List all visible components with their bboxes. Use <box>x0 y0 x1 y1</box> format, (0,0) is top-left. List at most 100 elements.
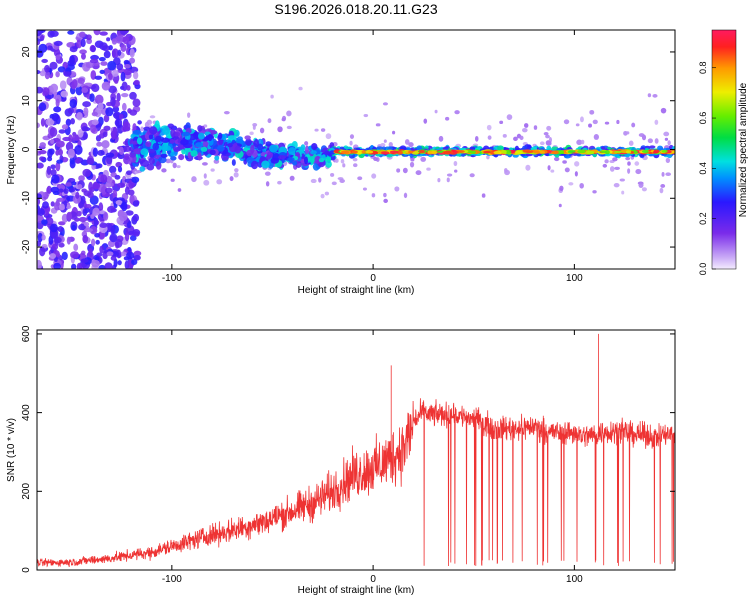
spectrogram-cell <box>638 133 645 137</box>
spectrogram-cell <box>48 148 55 155</box>
spectrogram-cell <box>499 120 504 125</box>
spectrogram-cell <box>68 187 76 193</box>
x-tick-label: 100 <box>566 574 583 585</box>
spectrogram-cell <box>265 181 270 187</box>
spectrogram-cell <box>203 179 210 186</box>
spectrogram-cell <box>667 140 671 146</box>
spectrogram-cell <box>166 150 172 155</box>
spectrogram-cell <box>46 185 52 194</box>
spectrogram-cell <box>125 210 134 216</box>
spectrogram-cell <box>487 135 492 140</box>
y-tick-label: 0 <box>21 567 32 573</box>
spectrogram-cell <box>525 164 531 171</box>
spectrogram-cell <box>37 122 40 129</box>
spectrogram-cell <box>264 171 271 176</box>
spectrogram-cell <box>114 174 121 180</box>
snr-axes: -100 0 100 0 200 400 600 <box>21 325 675 585</box>
spectrogram-cell <box>111 38 118 45</box>
spectrogram-cell <box>37 198 41 206</box>
spectrogram-cell <box>121 81 128 91</box>
spectrogram-cell <box>80 38 86 48</box>
spectrogram-cell <box>454 110 460 115</box>
spectrogram-cell <box>89 93 95 102</box>
spectrogram-cell <box>69 55 75 66</box>
spectrogram-cell <box>547 165 551 171</box>
spectrogram-cell <box>73 243 79 252</box>
spectrogram-cell <box>89 186 95 193</box>
spectrogram-cell <box>58 242 65 248</box>
spectrogram-cell <box>75 191 80 199</box>
spectrogram-cell <box>49 253 56 259</box>
spectrogram-cell <box>84 228 94 233</box>
spectrogram-cell <box>411 151 419 155</box>
spectrogram-cell <box>320 193 325 199</box>
spectrogram-cell <box>281 115 287 122</box>
spectrogram-cell <box>665 172 671 177</box>
spectrogram-cell <box>129 91 137 100</box>
spectrogram-cell <box>146 163 155 171</box>
spectrogram-cell <box>77 77 85 84</box>
spectrogram-cell <box>362 187 367 191</box>
spectrogram-cell <box>47 45 53 50</box>
spectrogram-cell <box>126 170 133 176</box>
spectrogram-cell <box>234 145 242 154</box>
spectrogram-cell <box>92 181 101 190</box>
colorbar-tick-label: 0.8 <box>698 61 708 74</box>
spectrogram-cell <box>76 210 82 217</box>
spectrogram-cell <box>69 157 75 165</box>
spectrogram-cell <box>324 156 332 162</box>
spectrogram-cell <box>100 174 108 183</box>
spectrogram-cell <box>62 136 71 142</box>
spectrogram-cell <box>207 133 213 142</box>
spectrogram-cell <box>59 203 65 211</box>
spectrogram-cell <box>50 83 59 93</box>
spectrogram-cell <box>431 150 438 155</box>
spectrogram-cell <box>42 201 49 209</box>
y-tick-label: 20 <box>21 46 32 58</box>
spectrogram-cell <box>118 113 124 120</box>
spectrogram-cell <box>154 120 160 130</box>
spectrogram-cell <box>66 236 71 245</box>
spectrogram-cell <box>49 127 58 137</box>
spectrogram-cell <box>50 139 55 144</box>
spectrogram-cell <box>233 172 239 178</box>
spectrogram-cell <box>551 150 560 155</box>
spectrogram-cell <box>304 141 309 146</box>
y-tick-label: 10 <box>21 95 32 107</box>
spectrogram-cell <box>277 126 283 133</box>
spectrogram-cell <box>110 96 116 107</box>
spectrogram-cell <box>49 223 58 233</box>
spectrogram-cell <box>676 148 681 151</box>
spectrogram-cell <box>371 173 377 179</box>
spectrogram-cell <box>92 207 100 216</box>
spectrogram-cell <box>647 93 652 98</box>
spectrogram-cell <box>71 181 77 186</box>
spectrogram-cell <box>100 61 108 66</box>
spectrogram-cell <box>404 139 410 145</box>
spectrogram-cell <box>553 156 560 162</box>
spectrogram-cell <box>202 140 209 148</box>
spectrogram-cell <box>129 152 137 158</box>
spectrogram-cell <box>123 153 130 160</box>
spectrogram-cell <box>78 223 86 231</box>
spectrogram-cell <box>558 203 562 208</box>
spectrogram-cell <box>116 92 121 102</box>
colorbar-tick-label: 0.0 <box>698 263 708 276</box>
spectrogram-cell <box>65 204 72 210</box>
spectrogram-cell <box>76 39 83 49</box>
spectrogram-cell <box>647 138 653 144</box>
spectrogram-cell <box>99 42 108 51</box>
spectrogram-cell <box>120 71 126 82</box>
spectrogram-cell <box>574 161 580 167</box>
spectrogram-cell <box>81 126 89 132</box>
spectrogram-cell <box>568 182 574 186</box>
spectrogram-cell <box>50 164 56 170</box>
spectrogram-cell <box>612 157 618 162</box>
spectrogram-cell <box>575 123 580 127</box>
spectrogram-cell <box>267 118 272 124</box>
spectrogram-cell <box>213 159 220 164</box>
spectrogram-cell <box>111 48 119 59</box>
spectrogram-cell <box>106 37 111 42</box>
spectrogram-cell <box>602 163 608 168</box>
spectrogram-cell <box>170 128 176 138</box>
